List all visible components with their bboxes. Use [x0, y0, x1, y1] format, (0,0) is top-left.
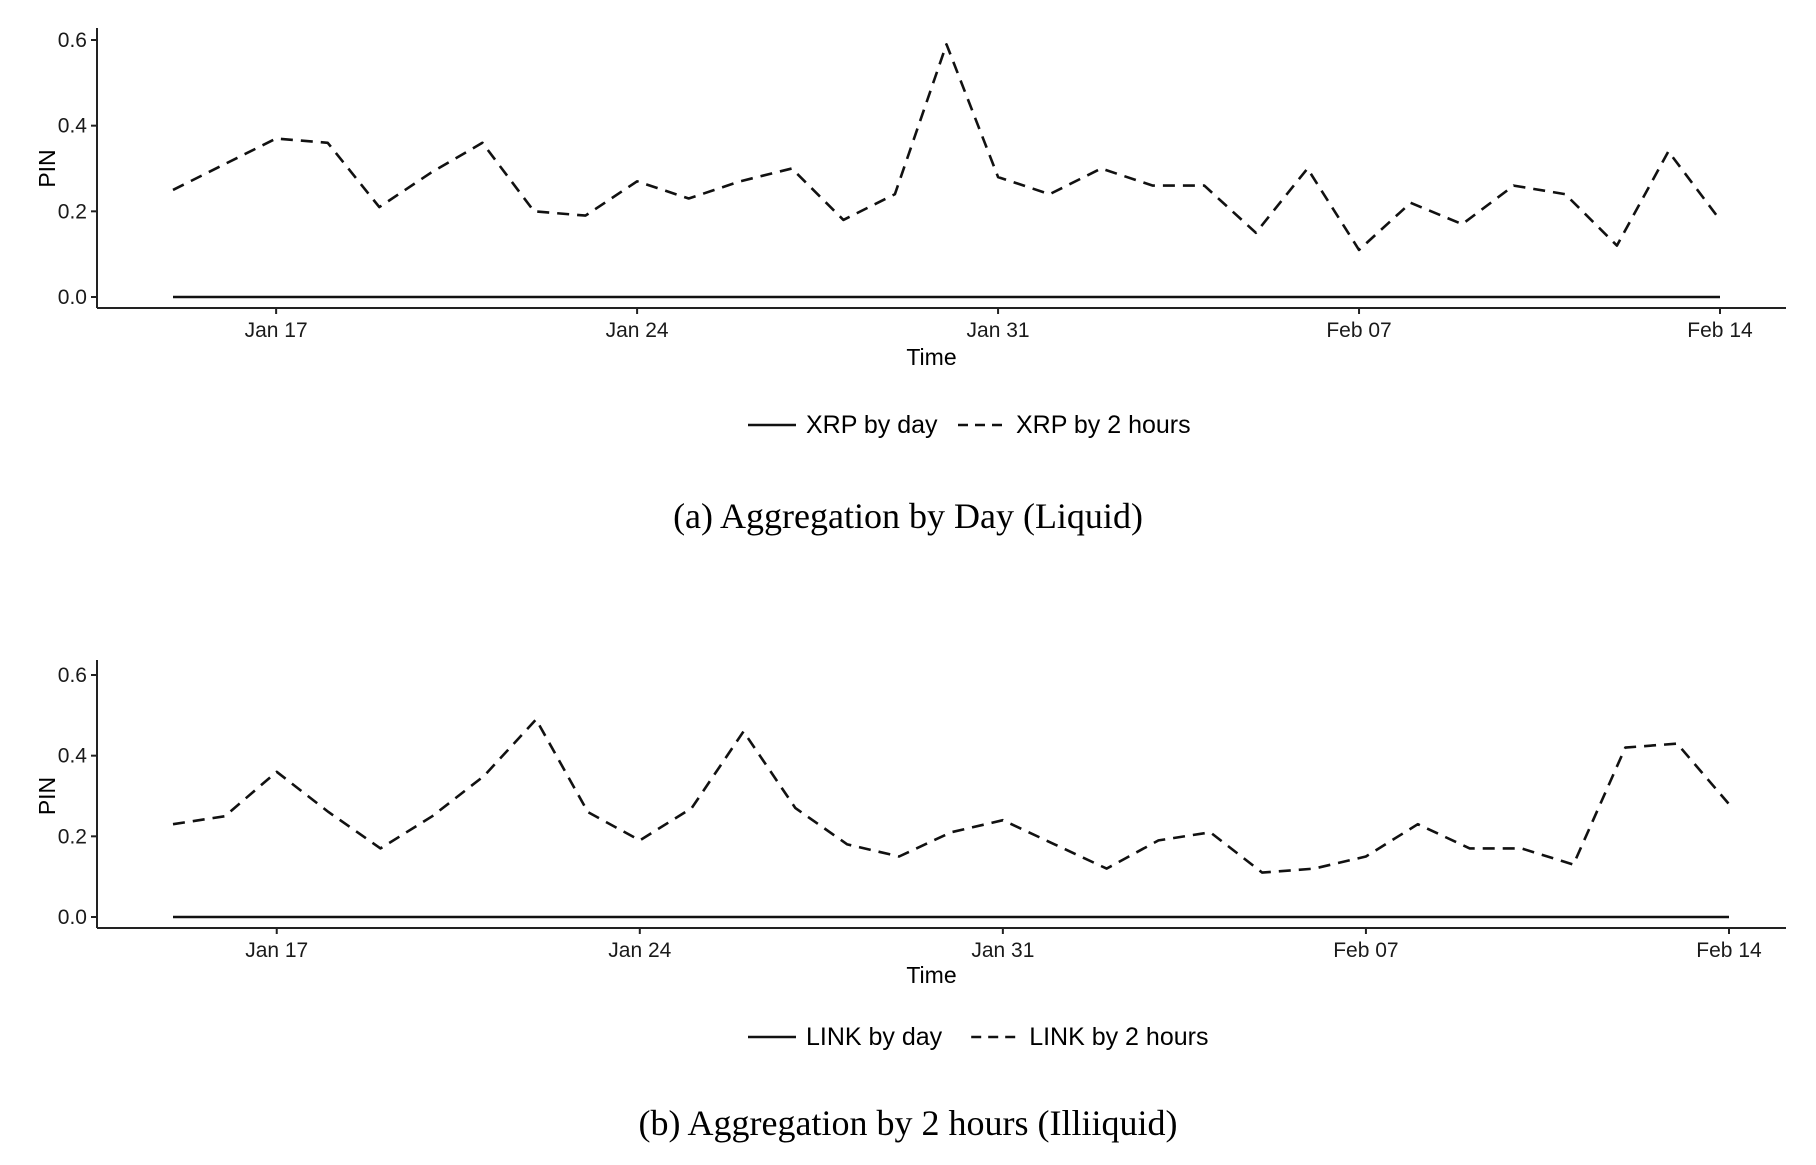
x-tick-label: Feb 07	[1326, 319, 1391, 342]
series-line-xrp-by-2-hours	[172, 42, 1722, 252]
x-tick-label: Feb 14	[1687, 319, 1753, 342]
y-axis-title: PIN	[34, 777, 60, 815]
y-tick-label: 0.0	[58, 906, 87, 929]
y-tick-label: 0.0	[58, 286, 87, 309]
y-tick-label: 0.6	[58, 664, 87, 687]
series-line-link-by-2-hours	[172, 718, 1730, 874]
y-tick-label: 0.2	[58, 200, 87, 223]
y-tick-label: 0.6	[58, 29, 87, 52]
x-tick-label: Jan 31	[967, 319, 1030, 342]
legend-label: LINK by day	[806, 1023, 943, 1051]
x-tick-label: Jan 24	[608, 939, 671, 962]
figure-caption: (a) Aggregation by Day (Liquid)	[673, 496, 1143, 536]
legend-label: XRP by day	[806, 411, 938, 439]
x-tick-label: Jan 17	[245, 939, 308, 962]
x-axis-title: Time	[906, 962, 956, 988]
y-tick-label: 0.4	[58, 115, 88, 138]
x-tick-label: Jan 24	[606, 319, 669, 342]
x-tick-label: Feb 14	[1696, 939, 1762, 962]
x-axis-title: Time	[906, 344, 956, 370]
x-tick-label: Jan 31	[971, 939, 1034, 962]
y-tick-label: 0.2	[58, 825, 87, 848]
chart-panel-a: 0.0 0.2 0.4 0.6 Jan 17 Jan 24 Jan 31 Feb 07 Feb …	[34, 28, 1786, 536]
legend-label: LINK by 2 hours	[1029, 1023, 1208, 1051]
y-axis-title: PIN	[34, 149, 60, 187]
x-tick-label: Feb 07	[1333, 939, 1398, 962]
x-tick-label: Jan 17	[245, 319, 308, 342]
y-tick-label: 0.4	[58, 745, 88, 768]
legend-label: XRP by 2 hours	[1016, 411, 1191, 439]
figure-caption: (b) Aggregation by 2 hours (Illiiquid)	[639, 1103, 1178, 1143]
chart-panel-b: 0.0 0.2 0.4 0.6 Jan 17 Jan 24 Jan 31 Feb 07 Feb …	[34, 660, 1786, 1143]
